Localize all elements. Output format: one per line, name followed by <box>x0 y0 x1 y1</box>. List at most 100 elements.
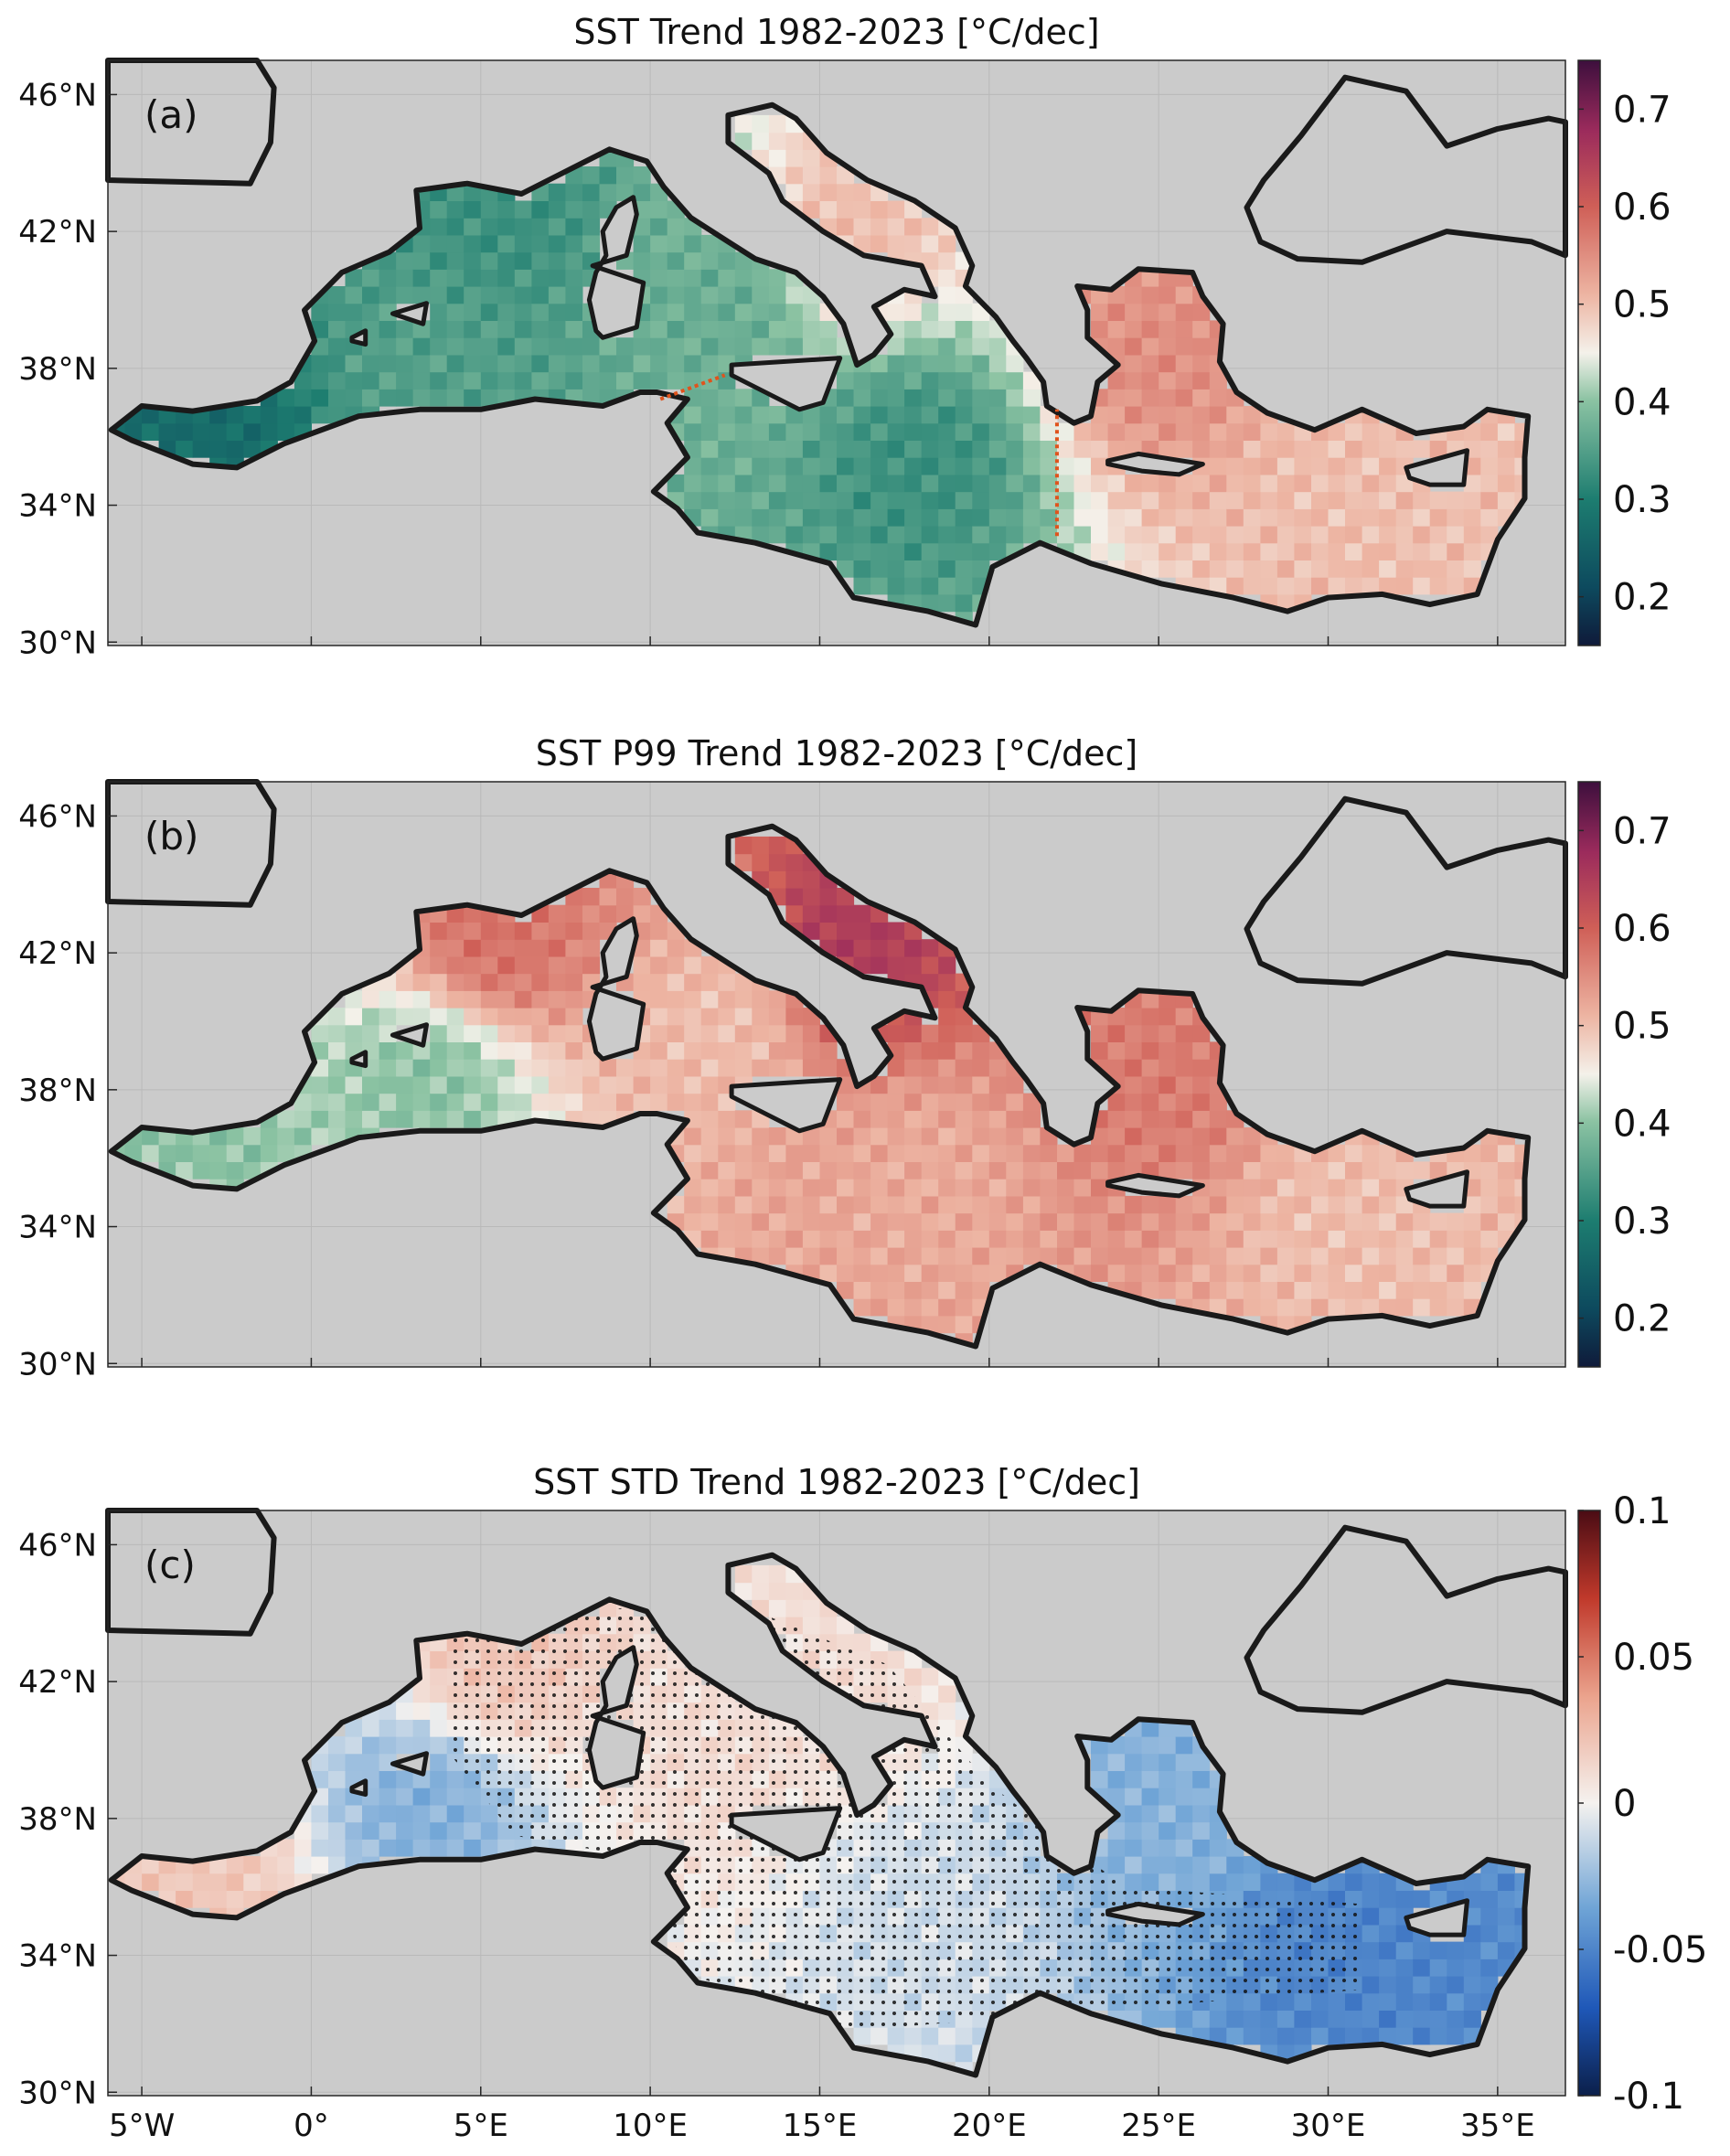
heatmap-cell <box>1429 1247 1447 1265</box>
heatmap-cell <box>1022 1144 1041 1162</box>
heatmap-cell <box>988 1144 1007 1162</box>
heatmap-cell <box>785 1059 804 1077</box>
heatmap-cell <box>1379 1298 1397 1317</box>
heatmap-cell <box>1429 1281 1447 1299</box>
heatmap-cell <box>1447 2027 1465 2045</box>
heatmap-cell <box>819 1179 838 1197</box>
heatmap-cell <box>1175 1281 1193 1299</box>
heatmap-cell <box>700 440 719 458</box>
heatmap-cell <box>904 491 923 509</box>
heatmap-cell <box>396 1804 414 1823</box>
heatmap-cell <box>1463 526 1481 544</box>
heatmap-cell <box>938 1127 956 1146</box>
heatmap-cell <box>1022 526 1041 544</box>
heatmap-cell <box>379 269 397 287</box>
heatmap-cell <box>785 888 804 906</box>
heatmap-cell <box>1497 1941 1515 1959</box>
heatmap-cell <box>870 1110 889 1128</box>
heatmap-cell <box>1159 389 1177 407</box>
heatmap-cell <box>1429 1976 1447 1994</box>
heatmap-cell <box>1141 354 1159 373</box>
heatmap-cell <box>904 457 923 475</box>
heatmap-cell <box>1379 474 1397 493</box>
heatmap-cell <box>328 1093 347 1111</box>
heatmap-cell <box>1379 1941 1397 1959</box>
heatmap-cell <box>734 1564 753 1584</box>
heatmap-cell <box>853 526 871 544</box>
heatmap-cell <box>1328 1873 1346 1891</box>
heatmap-cell <box>311 389 329 407</box>
heatmap-cell <box>1379 1212 1397 1231</box>
heatmap-cell <box>1057 1247 1075 1265</box>
heatmap-cell <box>1276 1992 1295 2011</box>
heatmap-cell <box>853 1127 871 1146</box>
heatmap-cell <box>412 1736 431 1755</box>
heatmap-cell <box>633 234 651 253</box>
heatmap-cell <box>1022 508 1041 527</box>
heatmap-cell <box>1463 1992 1481 2011</box>
heatmap-cell <box>921 337 939 356</box>
heatmap-cell <box>768 474 786 493</box>
heatmap-cell <box>938 1093 956 1111</box>
heatmap-cell <box>955 1315 973 1334</box>
heatmap-cell <box>412 1684 431 1703</box>
heatmap-cell <box>1294 577 1312 595</box>
heatmap-cell <box>718 251 736 270</box>
heatmap-cell <box>938 593 956 613</box>
heatmap-cell <box>243 1161 262 1179</box>
heatmap-cell <box>1395 1298 1414 1317</box>
heatmap-cell <box>1175 1873 1193 1891</box>
heatmap-cell <box>768 422 786 441</box>
heatmap-cell <box>667 234 685 253</box>
heatmap-cell <box>1175 560 1193 578</box>
heatmap-cell <box>379 1736 397 1755</box>
heatmap-cell <box>1175 286 1193 304</box>
heatmap-cell <box>1379 2027 1397 2045</box>
heatmap-cell <box>1107 440 1126 458</box>
heatmap-cell <box>1480 1890 1499 1908</box>
heatmap-cell <box>1395 508 1414 527</box>
heatmap-cell <box>768 508 786 527</box>
heatmap-cell <box>1463 1195 1481 1214</box>
heatmap-cell <box>768 440 786 458</box>
heatmap-cell <box>887 1179 905 1197</box>
heatmap-cell <box>1192 389 1211 407</box>
heatmap-cell <box>1125 406 1143 424</box>
heatmap-cell <box>955 457 973 475</box>
heatmap-cell <box>1107 1212 1126 1231</box>
heatmap-cell <box>1413 1230 1431 1248</box>
heatmap-cell <box>311 406 329 424</box>
heatmap-cell <box>565 1008 583 1026</box>
heatmap-cell <box>412 337 431 356</box>
heatmap-cell <box>938 2044 956 2063</box>
heatmap-cell <box>345 371 363 390</box>
heatmap-cell <box>752 1179 770 1197</box>
heatmap-cell <box>1107 1161 1126 1179</box>
heatmap-cell <box>1022 1212 1041 1231</box>
heatmap-cell <box>1362 1941 1380 1959</box>
heatmap-cell <box>938 474 956 493</box>
heatmap-cell <box>1192 1753 1211 1771</box>
heatmap-cell <box>853 422 871 441</box>
heatmap-cell <box>752 1230 770 1248</box>
heatmap-cell <box>684 422 702 441</box>
heatmap-cell <box>667 990 685 1009</box>
heatmap-cell <box>734 1195 753 1214</box>
heatmap-cell <box>345 286 363 304</box>
heatmap-cell <box>599 337 617 356</box>
heatmap-cell <box>1159 1247 1177 1265</box>
heatmap-cell <box>362 1719 380 1737</box>
heatmap-cell <box>1362 1959 1380 1977</box>
heatmap-cell <box>972 1144 990 1162</box>
heatmap-cell <box>1107 1195 1126 1214</box>
heatmap-cell <box>1175 371 1193 390</box>
heatmap-cell <box>1209 371 1227 390</box>
heatmap-cell <box>1141 1195 1159 1214</box>
heatmap-cell <box>988 406 1007 424</box>
heatmap-cell <box>972 1110 990 1128</box>
panel-c: SST STD Trend 1982-2023 [°C/dec](c)30°N3… <box>18 1462 1707 2144</box>
heatmap-cell <box>921 1144 939 1162</box>
heatmap-cell <box>887 406 905 424</box>
heatmap-cell <box>853 200 871 219</box>
heatmap-cell <box>1226 1144 1244 1162</box>
